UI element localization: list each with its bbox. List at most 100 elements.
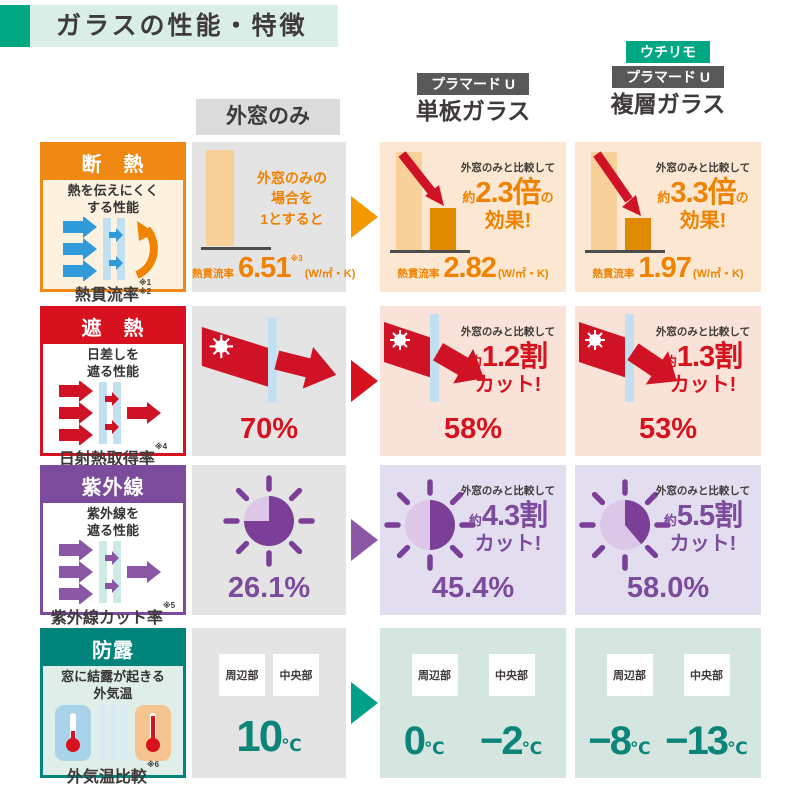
metric-name: 外気温比較 (66, 768, 147, 786)
label-center: 中央部 (488, 654, 535, 696)
effect-word: カット! (669, 532, 737, 555)
cell-value: 58.0% (626, 572, 710, 604)
uv-single-cell: 外窓のみと比較して 約4.3割 カット! 45.4% (380, 465, 566, 615)
temp-unit: ℃ (727, 739, 748, 758)
metric-name: 紫外線カット率 (50, 609, 163, 627)
flow-arrow-icon (351, 519, 378, 561)
metric-unit: (W/㎡・K) (497, 268, 549, 280)
metric-value: 6.51 (238, 252, 291, 284)
row-condensation: 防露 窓に結露が起きる 外気温 外気温比較※6 (40, 628, 762, 786)
compare-note: 外窓のみと比較して (460, 162, 556, 174)
metric-notes: ※4 (154, 441, 168, 451)
approx: 約 (462, 189, 476, 205)
heat-shield-double-cell: 外窓のみと比較して 約1.3割 カット! 53% (575, 306, 761, 456)
metric-name: 日射熱取得率 (58, 450, 155, 468)
compare-note: 外窓のみと比較して (460, 485, 556, 497)
temp-value: 10 (236, 712, 283, 761)
compare-note: 外窓のみと比較して (655, 162, 751, 174)
label-peripheral: 周辺部 (219, 654, 265, 696)
heat-shield-icon (59, 380, 161, 445)
bar-outer-only (206, 150, 234, 246)
brand-badge: プラマード U (417, 73, 529, 95)
effect-value: 4.3割 (481, 499, 548, 532)
insulation-base-cell: 外窓のみの 場合を 1とすると 熱貫流率 6.51※3(W/㎡・K) (192, 142, 355, 292)
approx: 約 (657, 189, 671, 205)
insulation-bar-chart-icon (390, 151, 470, 253)
metric-note: ※3 (290, 254, 303, 263)
effect-tail: の (540, 189, 554, 205)
uv-double-cell: 外窓のみと比較して 約5.5割 カット! 58.0% (575, 465, 761, 615)
metric-label: 熱貫流率 (192, 268, 234, 280)
column-name: 複層ガラス (610, 91, 726, 117)
temp-value: −8 (588, 719, 632, 763)
effect-value: 1.3割 (676, 340, 743, 373)
temp-center: −13℃ (665, 719, 747, 764)
approx: 約 (468, 512, 482, 528)
sun-heat-cut-icon (579, 314, 677, 402)
temp-center: −2℃ (480, 719, 542, 764)
condensation-single-cell: 周辺部 中央部 0℃ −2℃ (380, 628, 566, 778)
metric-notes: ※5 (162, 600, 176, 610)
compare-note: 外窓のみと比較して (460, 326, 556, 338)
compare-note: 外窓のみと比較して (655, 326, 751, 338)
approx: 約 (663, 512, 677, 528)
page-title: ガラスの性能・特徴 (30, 5, 338, 47)
row-desc: 紫外線を 遮る性能 (86, 506, 139, 538)
effect-value: 5.5割 (676, 499, 743, 532)
metric-value: 2.82 (443, 252, 496, 284)
row-desc: 日差しを 遮る性能 (86, 347, 139, 379)
effect-tail: の (735, 189, 749, 205)
condensation-base-cell: 周辺部 中央部 10℃ (192, 628, 346, 778)
flow-arrow-icon (351, 360, 378, 402)
approx: 約 (468, 353, 482, 369)
row-title: 紫外線 (43, 468, 183, 503)
uv-shield-icon (59, 539, 161, 604)
temp-unit: ℃ (521, 739, 543, 758)
heat-shield-base-cell: 70% (192, 306, 346, 456)
sun-heat-arrow-icon (201, 317, 337, 403)
metric-name: 熱貫流率 (74, 286, 139, 304)
insulation-single-cell: 外窓のみと比較して 約2.3倍の 効果! 熱貫流率 2.82 (W/㎡・K) (380, 142, 566, 292)
uchirimo-badge: ウチリモ (626, 41, 710, 63)
row-insulation: 断 熱 熱を伝えにくく する性能 熱貫流率※1 ※2 外窓のみの (40, 142, 762, 304)
row-title: 遮 熱 (43, 309, 183, 344)
effect-word: 効果! (484, 209, 532, 232)
label-peripheral: 周辺部 (606, 654, 653, 696)
row-title: 防露 (43, 631, 183, 666)
cell-value: 58% (443, 413, 503, 445)
temp-value: −13 (665, 719, 729, 763)
effect-value: 2.3倍 (475, 176, 541, 209)
label-peripheral: 周辺部 (411, 654, 458, 696)
flow-arrow-icon (351, 682, 378, 724)
effect-word: カット! (669, 373, 737, 396)
bar-baseline (201, 247, 271, 250)
condensation-double-cell: 周辺部 中央部 −8℃ −13℃ (575, 628, 761, 778)
column-header-double-glass: ウチリモ プラマード U 複層ガラス (575, 41, 761, 116)
uv-label-card: 紫外線 紫外線を 遮る性能 紫外線カット率※5 (40, 465, 186, 627)
compare-note: 外窓のみと比較して (655, 485, 751, 497)
metric-unit: (W/㎡・K) (304, 268, 356, 280)
metric-unit: (W/㎡・K) (692, 268, 744, 280)
sun-heat-cut-icon (384, 314, 484, 402)
temp-unit: ℃ (281, 736, 302, 755)
heat-shield-label-card: 遮 熱 日差しを 遮る性能 日射熱取得率※4 (40, 306, 186, 468)
cell-value: 53% (638, 413, 698, 445)
column-header-outer-only: 外窓のみ (196, 99, 340, 135)
effect-value: 1.2割 (481, 340, 548, 373)
row-heat-shield: 遮 熱 日差しを 遮る性能 日射熱取得率※4 (40, 306, 762, 468)
temp-peripheral: 0℃ (404, 719, 445, 764)
thermometers-icon (55, 704, 171, 761)
temp-peripheral: −8℃ (588, 719, 650, 764)
insulation-icon (63, 216, 158, 281)
effect-value: 3.3倍 (670, 176, 736, 209)
uv-base-cell: 26.1% (192, 465, 346, 615)
sun-pie-icon (579, 479, 671, 571)
insulation-bar-chart-icon (585, 151, 665, 253)
metric-notes: ※1 ※2 (138, 277, 152, 296)
heat-shield-single-cell: 外窓のみと比較して 約1.2割 カット! 58% (380, 306, 566, 456)
row-uv: 紫外線 紫外線を 遮る性能 紫外線カット率※5 (40, 465, 762, 627)
metric-label: 熱貫流率 (397, 268, 440, 280)
condensation-label-card: 防露 窓に結露が起きる 外気温 外気温比較※6 (40, 628, 186, 786)
label-center: 中央部 (683, 654, 730, 696)
temp-unit: ℃ (423, 739, 445, 758)
